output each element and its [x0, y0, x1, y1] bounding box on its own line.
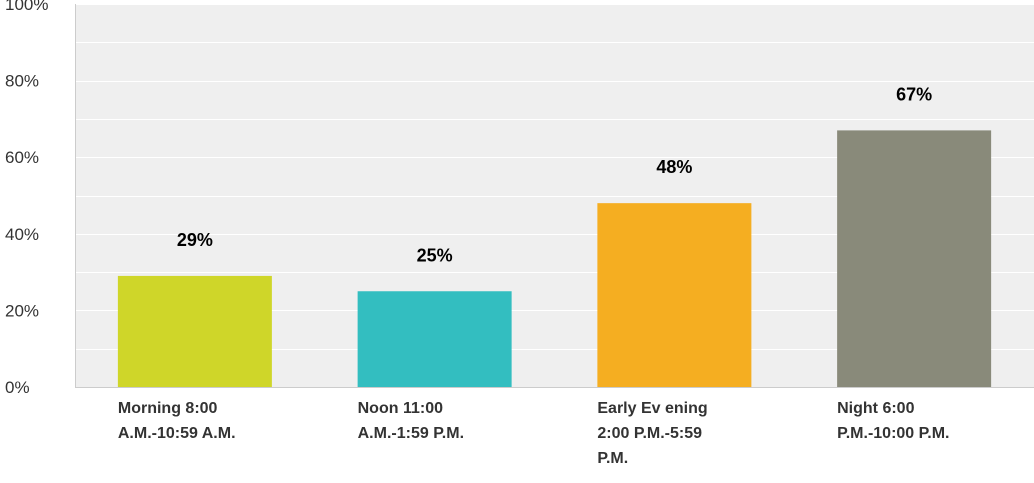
- y-tick-label: 20%: [5, 301, 39, 320]
- data-label: 25%: [417, 245, 453, 265]
- x-tick-label: Early Ev ening 2:00 P.M.-5:59 P.M.: [597, 400, 707, 467]
- bar: [117, 275, 272, 387]
- y-tick-label: 60%: [5, 148, 39, 167]
- x-tick-label-line: P.M.-10:00 P.M.: [837, 425, 949, 442]
- x-tick-label-line: Early Ev ening: [597, 400, 707, 417]
- x-tick-label-line: P.M.: [597, 450, 628, 467]
- y-tick-label: 40%: [5, 225, 39, 244]
- bar: [597, 203, 752, 387]
- y-tick-label: 80%: [5, 72, 39, 91]
- data-label: 48%: [656, 157, 692, 177]
- x-tick-label-line: A.M.-10:59 A.M.: [118, 425, 236, 442]
- bar: [837, 130, 992, 387]
- bar: [357, 291, 512, 387]
- y-tick-label: 0%: [5, 378, 30, 397]
- x-tick-label: Morning 8:00 A.M.-10:59 A.M.: [118, 400, 236, 442]
- x-tick-label-line: Night 6:00: [837, 400, 914, 417]
- x-tick-label-line: 2:00 P.M.-5:59: [597, 425, 702, 442]
- data-label: 29%: [177, 230, 213, 250]
- x-tick-label-line: Morning 8:00: [118, 400, 218, 417]
- x-tick-label-line: A.M.-1:59 P.M.: [358, 425, 464, 442]
- x-tick-label: Night 6:00 P.M.-10:00 P.M.: [837, 400, 949, 442]
- y-tick-label: 100%: [5, 0, 48, 14]
- x-tick-label: Noon 11:00 A.M.-1:59 P.M.: [358, 400, 464, 442]
- x-tick-label-line: Noon 11:00: [358, 400, 443, 417]
- data-label: 67%: [896, 84, 932, 104]
